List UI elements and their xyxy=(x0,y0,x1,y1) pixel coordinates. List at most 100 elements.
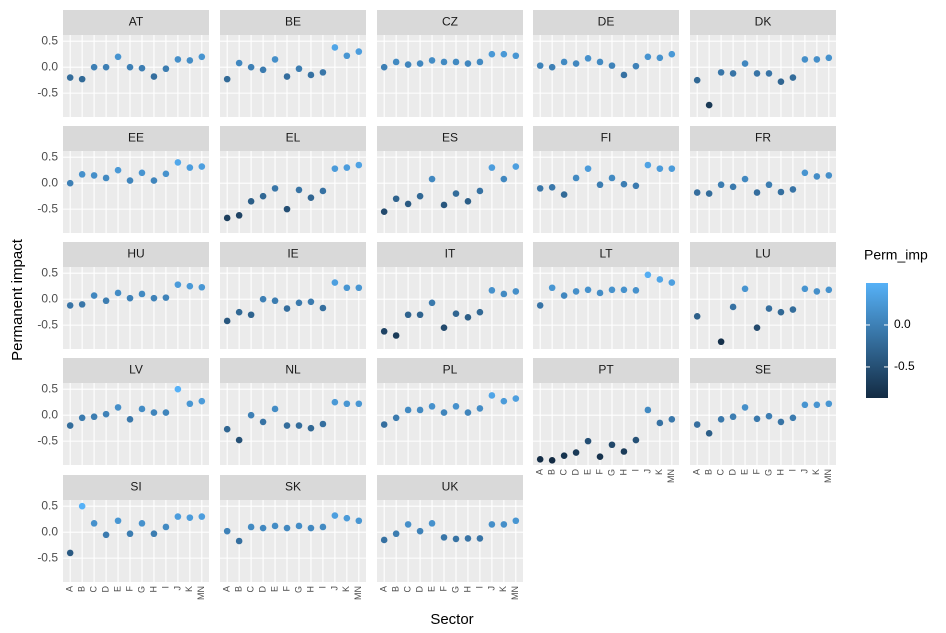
strip xyxy=(690,358,836,383)
point xyxy=(488,521,496,528)
point xyxy=(596,453,604,460)
point xyxy=(488,50,496,58)
point xyxy=(271,56,279,63)
y-tick-label: 0.0 xyxy=(41,524,58,538)
point xyxy=(380,208,388,216)
point xyxy=(765,181,773,189)
point xyxy=(102,410,110,418)
point xyxy=(271,297,279,305)
point xyxy=(464,409,472,416)
colorbar-label: 0.0 xyxy=(894,317,911,331)
point xyxy=(632,62,640,70)
point xyxy=(259,418,267,426)
x-tick-label: K xyxy=(498,586,508,592)
point xyxy=(271,405,279,413)
point xyxy=(596,58,604,66)
point xyxy=(380,328,388,335)
point xyxy=(380,421,388,428)
point xyxy=(632,436,640,444)
x-tick-label: B xyxy=(77,586,87,592)
point xyxy=(596,289,604,297)
point xyxy=(319,523,327,531)
panel-background xyxy=(690,383,836,465)
point xyxy=(500,175,508,183)
x-tick-label: C xyxy=(558,469,568,476)
point xyxy=(452,535,460,543)
x-tick-label: E xyxy=(582,469,592,475)
point xyxy=(343,284,351,292)
point xyxy=(620,180,628,188)
point xyxy=(777,188,785,196)
point xyxy=(114,53,122,61)
point xyxy=(66,179,74,187)
point xyxy=(440,201,448,209)
point xyxy=(90,520,98,527)
panel-background xyxy=(377,35,523,117)
point xyxy=(126,416,134,423)
point xyxy=(741,175,749,183)
point xyxy=(584,55,592,62)
point xyxy=(331,44,339,51)
strip xyxy=(377,475,523,500)
point xyxy=(102,63,110,71)
point xyxy=(404,311,412,319)
point xyxy=(548,184,556,191)
point xyxy=(488,164,496,171)
point xyxy=(271,522,279,530)
point xyxy=(343,52,351,60)
point xyxy=(343,514,351,522)
strip xyxy=(690,242,836,267)
point xyxy=(476,58,484,66)
strip xyxy=(377,242,523,267)
point xyxy=(174,281,182,288)
point xyxy=(319,187,327,195)
point xyxy=(753,189,761,196)
point xyxy=(295,422,303,429)
x-tick-label: E xyxy=(269,586,279,592)
point xyxy=(355,48,363,55)
point xyxy=(223,75,231,83)
panel-title: SK xyxy=(285,480,301,494)
point xyxy=(572,174,580,182)
panel-title: NL xyxy=(285,363,301,377)
point xyxy=(355,400,363,408)
y-tick-label: 0.5 xyxy=(41,265,58,279)
point xyxy=(404,200,412,208)
point xyxy=(138,169,146,177)
point xyxy=(644,53,652,61)
panel-background xyxy=(533,383,679,465)
strip xyxy=(533,358,679,383)
point xyxy=(512,517,520,525)
x-tick-label: I xyxy=(160,586,170,589)
strip xyxy=(690,10,836,35)
point xyxy=(452,58,460,66)
point xyxy=(789,414,797,422)
point xyxy=(223,214,231,222)
point xyxy=(668,416,676,423)
point xyxy=(174,56,182,63)
point xyxy=(777,78,785,86)
panel-title: DK xyxy=(755,15,772,29)
x-tick-label: F xyxy=(594,469,604,475)
point xyxy=(536,302,544,309)
x-tick-label: A xyxy=(379,586,389,592)
point xyxy=(126,177,134,184)
panel-title: SI xyxy=(130,480,141,494)
point xyxy=(307,194,315,202)
point xyxy=(138,405,146,413)
point xyxy=(548,284,556,292)
point xyxy=(355,161,363,169)
x-tick-label: I xyxy=(630,469,640,472)
point xyxy=(138,290,146,298)
x-tick-label: MN xyxy=(823,469,833,483)
panel-title: EE xyxy=(128,131,144,145)
strip xyxy=(63,358,209,383)
panel-title: SE xyxy=(755,363,771,377)
x-tick-label: A xyxy=(65,586,75,592)
point xyxy=(440,534,448,541)
panel-title: AT xyxy=(129,15,144,29)
point xyxy=(476,187,484,195)
point xyxy=(428,299,436,307)
panel-background xyxy=(220,151,366,233)
x-tick-label: I xyxy=(474,586,484,589)
